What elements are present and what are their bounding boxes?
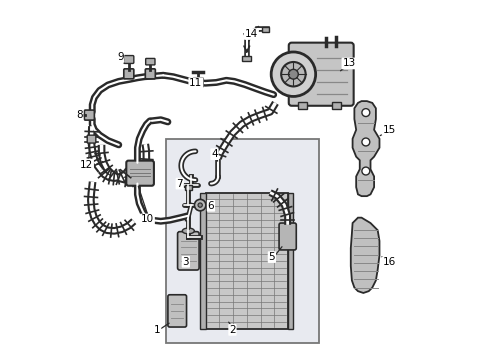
FancyBboxPatch shape <box>279 223 296 250</box>
Bar <box>205 193 288 329</box>
Text: 15: 15 <box>383 125 396 135</box>
Circle shape <box>198 203 202 207</box>
FancyBboxPatch shape <box>126 161 154 186</box>
FancyBboxPatch shape <box>124 69 134 79</box>
Text: 4: 4 <box>211 149 218 159</box>
Bar <box>185 185 192 190</box>
Text: 5: 5 <box>269 252 275 262</box>
Text: 16: 16 <box>383 257 396 267</box>
Circle shape <box>281 62 306 86</box>
Text: 9: 9 <box>117 52 123 62</box>
FancyBboxPatch shape <box>84 110 95 120</box>
Circle shape <box>362 138 370 146</box>
Circle shape <box>195 199 206 211</box>
FancyBboxPatch shape <box>168 295 187 327</box>
Bar <box>332 102 341 109</box>
FancyBboxPatch shape <box>124 55 134 63</box>
FancyBboxPatch shape <box>166 139 318 343</box>
Text: 6: 6 <box>208 201 214 211</box>
Circle shape <box>362 167 370 175</box>
FancyBboxPatch shape <box>289 42 354 106</box>
Circle shape <box>289 69 298 79</box>
Bar <box>243 56 251 60</box>
Polygon shape <box>351 218 379 293</box>
Bar <box>298 102 307 109</box>
Text: 2: 2 <box>229 325 236 335</box>
Polygon shape <box>353 101 379 196</box>
Bar <box>200 193 205 329</box>
Bar <box>262 27 269 32</box>
Text: 10: 10 <box>141 215 154 224</box>
Text: 8: 8 <box>76 111 83 121</box>
FancyBboxPatch shape <box>193 78 203 87</box>
Bar <box>288 193 294 329</box>
Text: 14: 14 <box>245 29 258 39</box>
Circle shape <box>271 52 316 96</box>
FancyBboxPatch shape <box>146 69 155 79</box>
Text: 11: 11 <box>189 78 202 88</box>
Text: 12: 12 <box>80 159 93 170</box>
Circle shape <box>362 109 370 117</box>
Ellipse shape <box>182 228 195 234</box>
Text: 13: 13 <box>343 58 356 68</box>
FancyBboxPatch shape <box>146 58 155 65</box>
Text: 7: 7 <box>176 179 183 189</box>
Text: 3: 3 <box>182 257 189 267</box>
FancyBboxPatch shape <box>177 231 199 270</box>
Text: 1: 1 <box>154 325 160 335</box>
FancyBboxPatch shape <box>87 135 96 143</box>
